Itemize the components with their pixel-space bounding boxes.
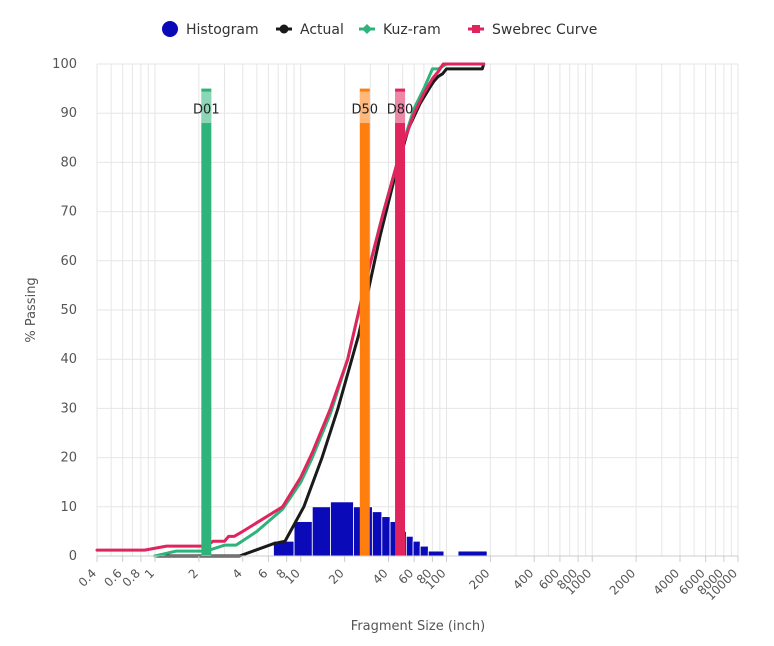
y-tick-label: 100 xyxy=(52,57,77,72)
histogram-bars xyxy=(273,501,488,557)
y-tick-label: 10 xyxy=(60,500,77,515)
legend-label: Actual xyxy=(300,22,344,38)
marker-bar-highlight xyxy=(395,91,406,124)
y-axis-title: % Passing xyxy=(24,277,39,342)
marker-label-d80: D80 xyxy=(387,102,414,117)
x-axis-title: Fragment Size (inch) xyxy=(351,619,485,634)
x-tick-label: 4000 xyxy=(651,566,682,597)
x-tick-label: 200 xyxy=(466,566,492,592)
x-tick-label: 400 xyxy=(510,566,536,592)
legend-label: Histogram xyxy=(186,22,259,38)
histogram-bar xyxy=(381,516,391,557)
y-tick-label: 0 xyxy=(69,549,77,564)
y-tick-label: 20 xyxy=(60,451,77,466)
x-tick-label: 0.8 xyxy=(120,566,143,589)
y-tick-label: 90 xyxy=(60,106,77,121)
legend-label: Swebrec Curve xyxy=(492,22,597,38)
marker-label-d01: D01 xyxy=(193,102,220,117)
legend-item-histogram[interactable]: Histogram xyxy=(162,21,259,38)
legend-circle-icon xyxy=(162,21,178,37)
x-tick-label: 1 xyxy=(142,566,157,581)
legend-item-swebrec-curve[interactable]: Swebrec Curve xyxy=(468,22,597,38)
histogram-bar xyxy=(293,521,313,557)
legend-label: Kuz-ram xyxy=(383,22,441,38)
marker-bar-highlight xyxy=(359,91,370,124)
x-tick-label: 40 xyxy=(370,566,391,587)
y-tick-label: 60 xyxy=(60,254,77,269)
y-tick-label: 70 xyxy=(60,205,77,220)
legend-dot-icon xyxy=(279,24,289,34)
histogram-bar xyxy=(311,506,331,557)
y-tick-label: 80 xyxy=(60,155,77,170)
x-tick-label: 2000 xyxy=(607,566,638,597)
marker-bar-d01 xyxy=(201,88,212,556)
x-tick-label: 10 xyxy=(282,566,303,587)
legend: Histogram Actual Kuz-ram Swebrec Curve xyxy=(162,21,597,38)
y-tick-label: 30 xyxy=(60,401,77,416)
histogram-bar xyxy=(330,501,354,557)
x-tick-label: 6 xyxy=(255,566,270,581)
histogram-bar xyxy=(457,550,488,557)
legend-item-actual[interactable]: Actual xyxy=(276,22,344,38)
marker-bar-highlight xyxy=(201,91,212,124)
x-tick-label: 2 xyxy=(186,566,201,581)
y-tick-label: 50 xyxy=(60,303,77,318)
grid xyxy=(96,63,739,557)
x-tick-label: 20 xyxy=(326,566,347,587)
x-tick-label: 4 xyxy=(230,566,245,581)
legend-square-icon xyxy=(472,25,480,33)
histogram-bar xyxy=(427,550,445,557)
marker-label-d50: D50 xyxy=(352,102,379,117)
y-tick-label: 40 xyxy=(60,352,77,367)
legend-item-kuz-ram[interactable]: Kuz-ram xyxy=(359,22,441,38)
histogram-bar xyxy=(412,540,421,557)
histogram-bar xyxy=(371,511,383,557)
legend-diamond-icon xyxy=(362,24,372,34)
histogram-bar xyxy=(419,545,429,557)
marker-bar-d80 xyxy=(395,88,406,556)
percentile-markers: D01 D50 D80 xyxy=(193,88,414,556)
x-tick-label: 0.4 xyxy=(76,566,99,589)
marker-bar-d50 xyxy=(359,88,370,556)
histogram-bar xyxy=(405,535,414,557)
